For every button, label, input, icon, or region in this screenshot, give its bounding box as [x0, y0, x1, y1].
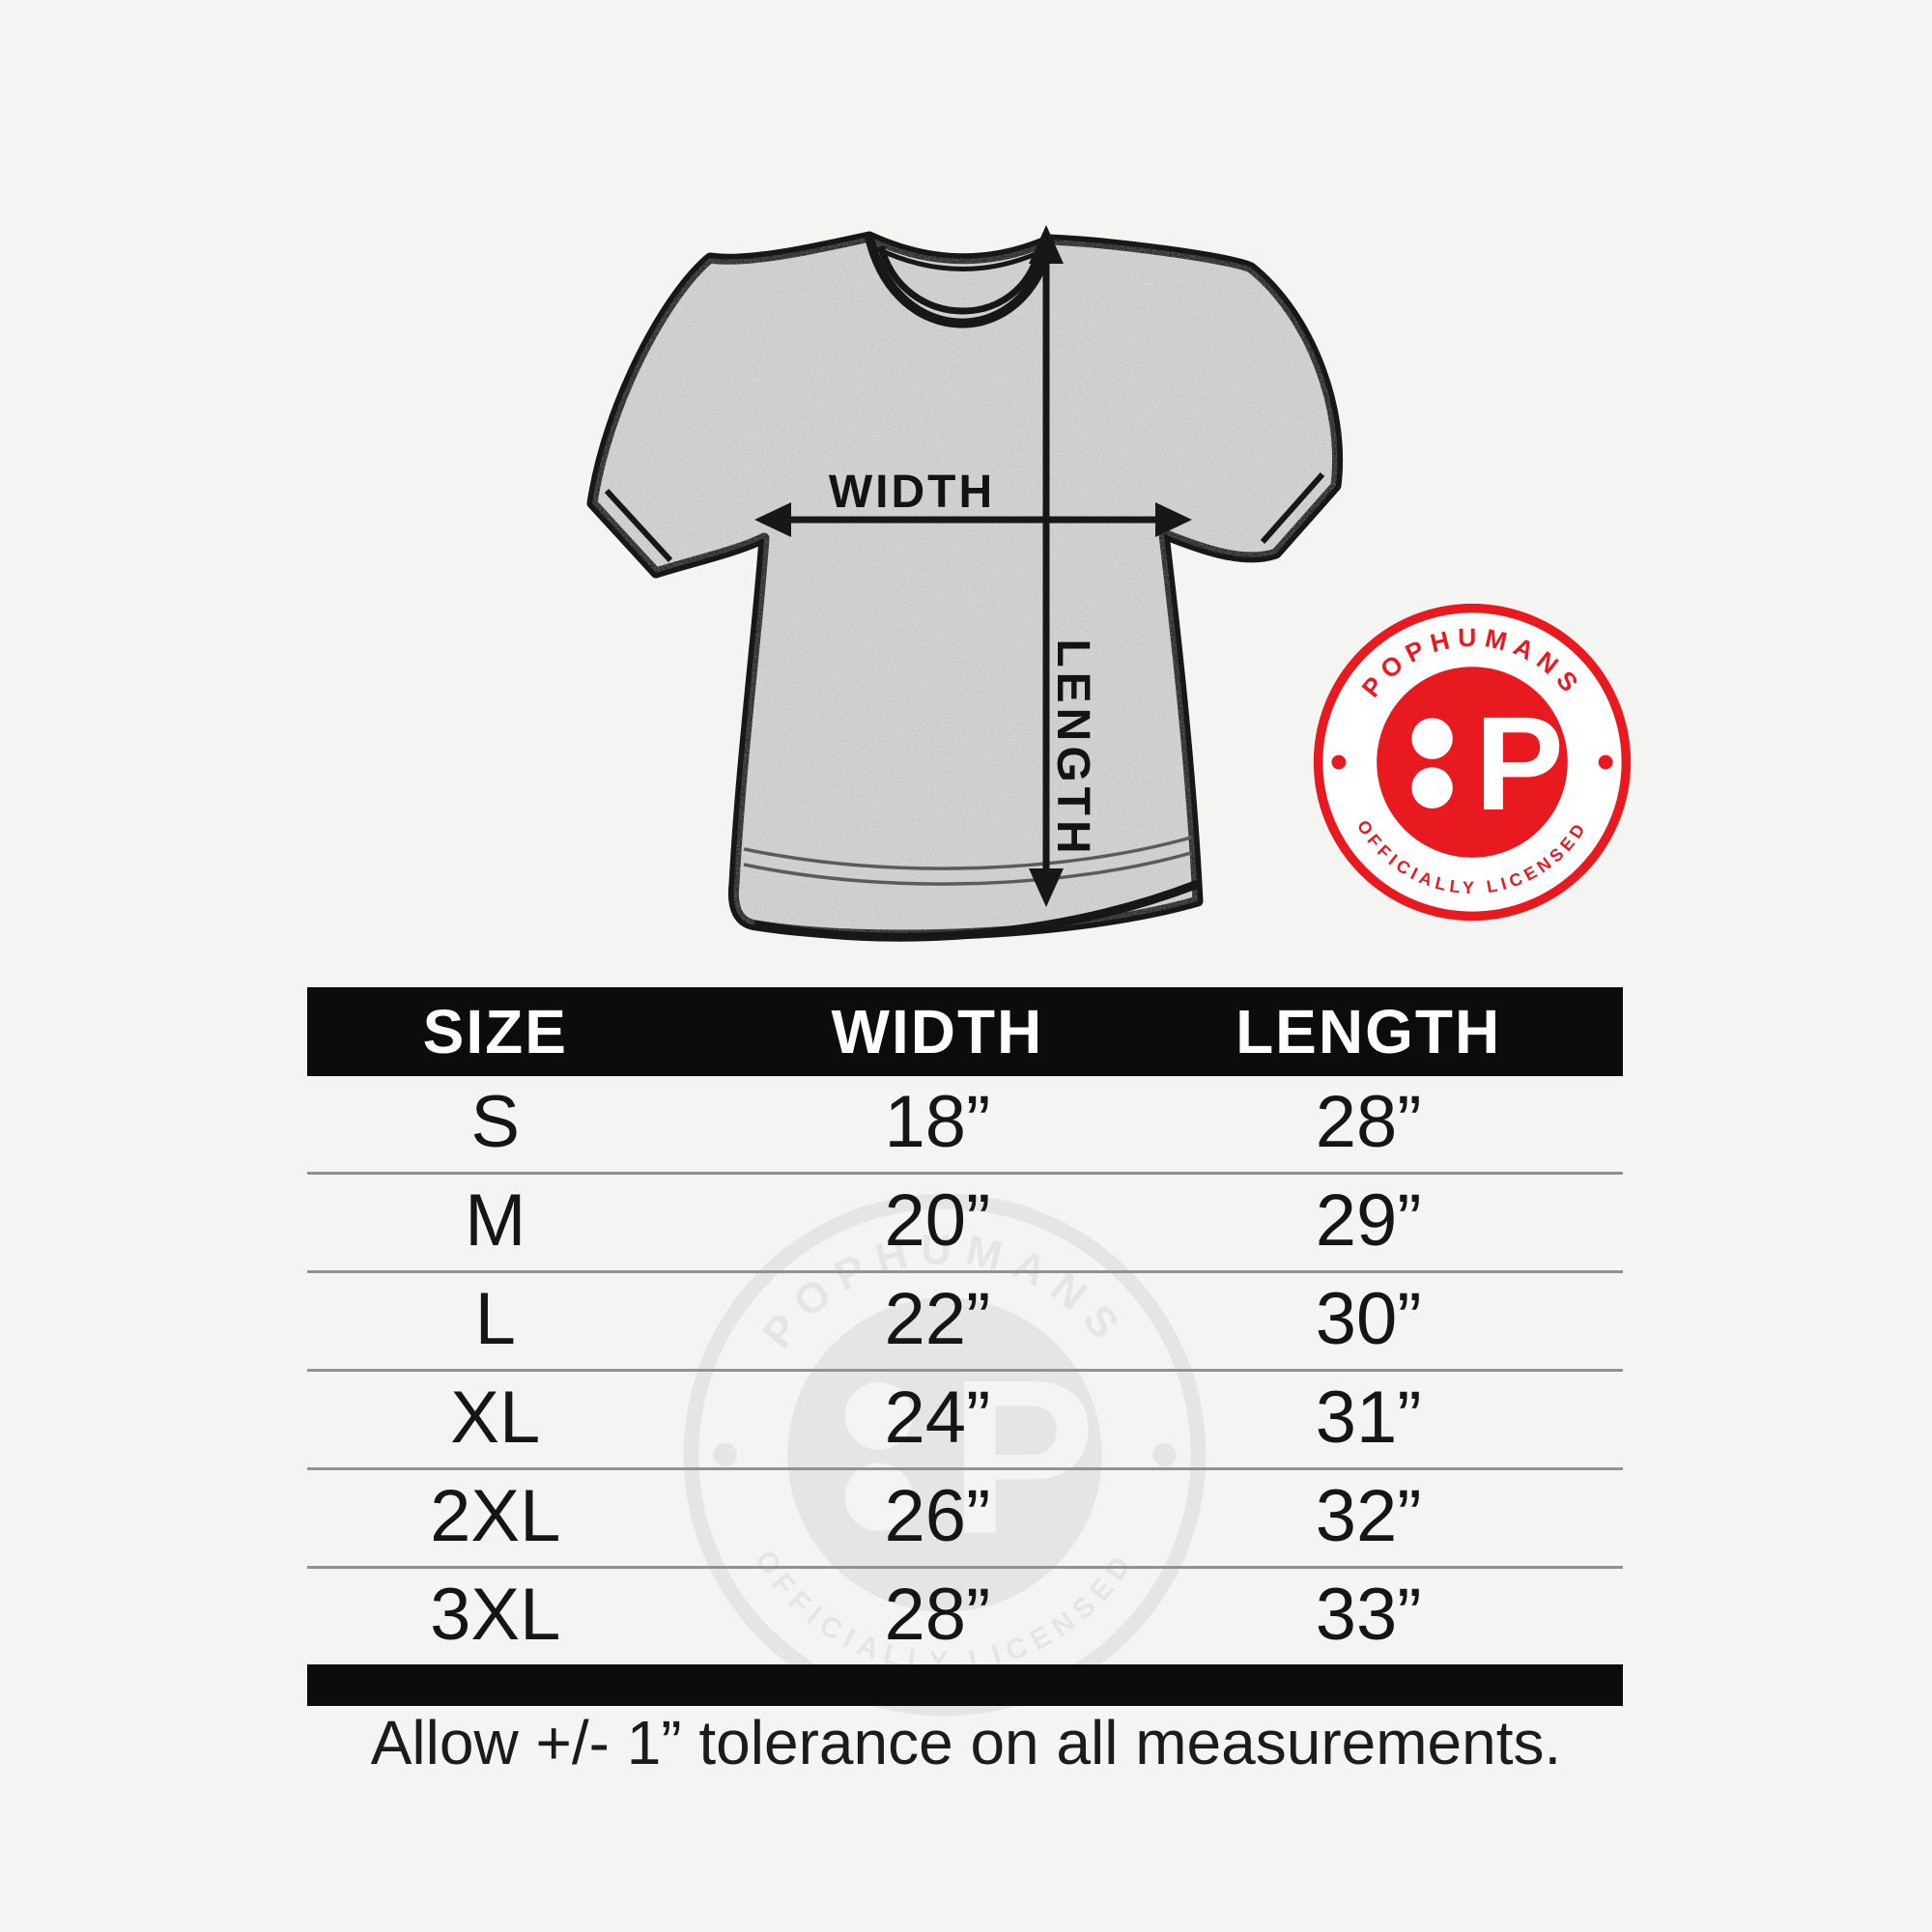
table-row: 3XL 28” 33”: [307, 1566, 1623, 1664]
watermark-logo-disc: [787, 1297, 1102, 1612]
collar: [865, 235, 1055, 328]
size-cell: 2XL: [430, 1475, 561, 1557]
watermark-logo-letter: P: [950, 1335, 1096, 1580]
width-arrow: [754, 502, 1192, 537]
header-length: LENGTH: [1236, 997, 1502, 1066]
length-dimension-label: LENGTH: [1047, 639, 1098, 858]
header-size: SIZE: [422, 997, 568, 1066]
table-row: M 20” 29”: [307, 1172, 1623, 1270]
watermark-side-dot: [1152, 1442, 1177, 1467]
watermark-side-dot: [713, 1442, 737, 1467]
size-cell: XL: [450, 1377, 541, 1459]
width-cell: 26”: [884, 1475, 991, 1557]
seal-side-dot: [1331, 754, 1347, 770]
length-cell: 28”: [1315, 1081, 1422, 1163]
width-cell: 20”: [884, 1179, 991, 1262]
seal-side-dot: [1598, 754, 1613, 770]
seal-logo-disc: [1377, 667, 1568, 858]
seal-logo-letter: P: [1475, 690, 1564, 838]
table-row: 2XL 26” 32”: [307, 1467, 1623, 1566]
table-row: XL 24” 31”: [307, 1369, 1623, 1467]
seal-colon-dot: [1411, 718, 1453, 759]
table-bottom-bar: [307, 1664, 1623, 1706]
width-cell: 22”: [884, 1278, 991, 1360]
table-row: L 22” 30”: [307, 1270, 1623, 1369]
length-cell: 30”: [1315, 1278, 1422, 1360]
width-cell: 28”: [884, 1574, 991, 1656]
width-dimension-label: WIDTH: [829, 467, 995, 518]
length-cell: 29”: [1315, 1179, 1422, 1262]
seal-colon-dot: [1411, 767, 1453, 809]
header-width: WIDTH: [831, 997, 1044, 1066]
tolerance-note: Allow +/- 1” tolerance on all measuremen…: [370, 1708, 1562, 1777]
size-cell: S: [470, 1081, 521, 1163]
sleeve-seams: [604, 472, 1325, 563]
length-cell: 33”: [1315, 1574, 1422, 1656]
size-cell: 3XL: [430, 1574, 561, 1656]
hem-details: [743, 836, 1200, 942]
width-cell: 18”: [884, 1081, 991, 1163]
length-cell: 32”: [1315, 1475, 1422, 1557]
size-cell: M: [465, 1179, 526, 1262]
size-table: SIZE WIDTH LENGTH S 18” 28” M 20” 29” L …: [307, 987, 1623, 1706]
size-cell: L: [474, 1278, 516, 1360]
watermark-colon-dot: [844, 1381, 913, 1450]
table-body: S 18” 28” M 20” 29” L 22” 30” XL 24” 31”…: [307, 1076, 1623, 1664]
table-header: SIZE WIDTH LENGTH: [307, 987, 1623, 1076]
length-arrow: [1029, 225, 1064, 907]
pophumans-seal: POPHUMANS OFFICIALLY LICENSED P: [1313, 603, 1632, 922]
width-cell: 24”: [884, 1377, 991, 1459]
watermark-ring: [683, 1193, 1207, 1717]
length-cell: 31”: [1315, 1377, 1422, 1459]
table-row: S 18” 28”: [307, 1076, 1623, 1172]
watermark-colon-dot: [844, 1463, 913, 1531]
tshirt-diagram: WIDTH LENGTH: [586, 225, 1344, 942]
